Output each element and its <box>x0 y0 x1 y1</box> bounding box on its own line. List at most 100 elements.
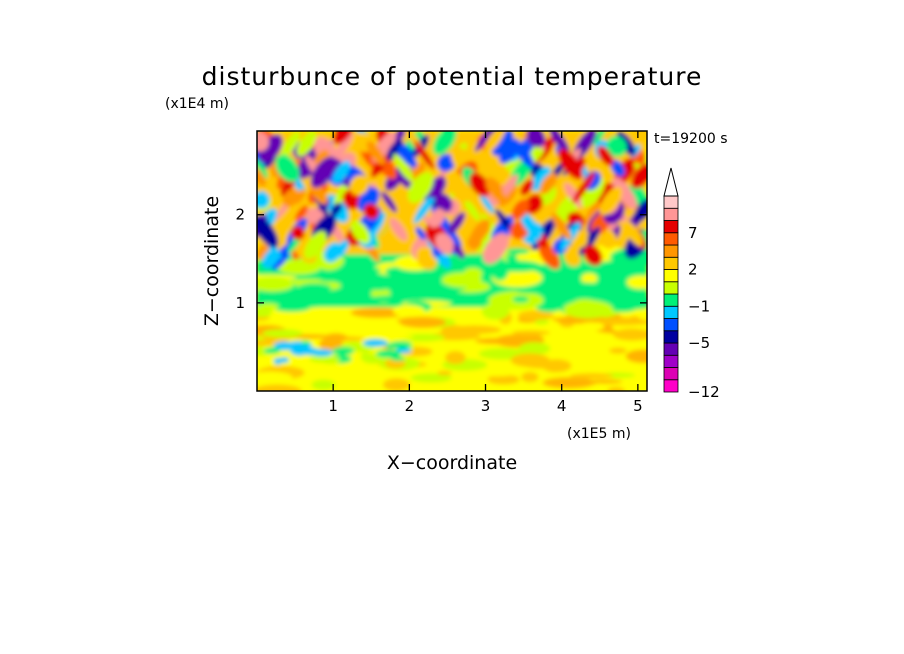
x-unit-label: (x1E5 m) <box>567 426 631 442</box>
field-blob-343 <box>524 194 543 215</box>
field-blob-338 <box>612 177 637 209</box>
y-unit-label: (x1E4 m) <box>165 96 229 112</box>
chart-title: disturbunce of potential temperature <box>202 62 703 91</box>
field-blob-88 <box>257 371 293 384</box>
field-blob-70 <box>474 337 523 345</box>
x-tick-label-4: 5 <box>633 397 643 415</box>
field-blob-65 <box>521 371 539 383</box>
colorbar-swatch-12 <box>663 232 679 246</box>
field-blob-253 <box>437 153 456 172</box>
colorbar-swatch-0 <box>663 379 679 393</box>
field-blob-408 <box>291 226 305 240</box>
plot-frame <box>256 130 648 392</box>
colorbar-label-1: −5 <box>688 334 710 352</box>
field-blob-89 <box>578 322 605 331</box>
field-blob-183 <box>563 300 613 319</box>
field-blob-321 <box>280 131 301 157</box>
x-tick-label-3: 4 <box>557 397 567 415</box>
field-blob-174 <box>556 282 609 294</box>
field-blob-23 <box>589 379 623 384</box>
plot-area <box>257 131 647 391</box>
field-blob-274 <box>375 212 394 236</box>
colorbar-swatch-9 <box>663 269 679 283</box>
field-blob-365 <box>435 233 455 254</box>
field-blob-100 <box>300 347 320 356</box>
field-blob-188 <box>592 131 606 145</box>
colorbar-extend-arrow <box>663 167 679 197</box>
field-blob-323 <box>463 198 481 222</box>
field-blob-359 <box>334 240 349 259</box>
field-blob-402 <box>275 154 300 183</box>
colorbar-label-2: −1 <box>688 297 710 315</box>
field-blob-439 <box>257 165 267 187</box>
field-blob-425 <box>495 209 511 230</box>
colorbar-swatch-6 <box>663 305 679 319</box>
field-blob-351 <box>386 139 404 161</box>
field-blob-140 <box>346 266 382 273</box>
field-blob-442 <box>296 131 317 157</box>
colorbar-label-0: −12 <box>688 383 720 401</box>
field-blob-18 <box>487 374 520 385</box>
field-blob-33 <box>350 307 407 318</box>
field-blob-334 <box>428 208 446 228</box>
field-blob-415 <box>558 148 583 180</box>
field-blob-434 <box>583 245 603 266</box>
field-blob-396 <box>520 179 534 196</box>
field-blob-349 <box>257 158 268 179</box>
field-blob-376 <box>445 170 471 202</box>
field-blob-113 <box>332 346 355 356</box>
field-blob-432 <box>407 171 434 204</box>
field-blob-427 <box>581 177 605 208</box>
field-blob-332 <box>257 152 266 167</box>
field-blob-25 <box>613 342 647 350</box>
x-axis-label: X−coordinate <box>387 452 517 474</box>
colorbar-swatch-14 <box>663 207 679 221</box>
field-blob-400 <box>448 212 466 234</box>
field-blob-440 <box>634 198 647 222</box>
field-blob-371 <box>389 217 408 241</box>
field-blob-403 <box>418 247 432 265</box>
field-blob-184 <box>369 295 411 303</box>
field-blob-84 <box>384 358 406 369</box>
field-blob-61 <box>319 337 342 351</box>
field-blob-390 <box>531 166 551 191</box>
field-blob-252 <box>538 241 561 269</box>
colorbar-swatch-7 <box>663 293 679 307</box>
field-blob-72 <box>544 378 598 388</box>
field-blob-112 <box>347 341 362 346</box>
colorbar-swatch-2 <box>663 354 679 368</box>
field-blob-172 <box>319 275 340 283</box>
field-blob-205 <box>491 131 514 157</box>
field-blob-69 <box>477 369 515 377</box>
field-blob-398 <box>415 226 426 240</box>
field-blob-385 <box>282 189 299 208</box>
field-blob-175 <box>258 303 279 310</box>
y-tick-label-0: 1 <box>235 294 245 312</box>
field-blob-66 <box>551 341 597 347</box>
field-blob-437 <box>262 248 280 269</box>
field-blob-418 <box>453 244 465 259</box>
field-blob-106 <box>320 356 341 364</box>
field-blob-336 <box>413 193 436 224</box>
field-blob-248 <box>610 159 625 177</box>
colorbar-swatch-10 <box>663 256 679 270</box>
field-blob-417 <box>310 156 337 188</box>
field-blob-441 <box>551 212 572 240</box>
field-blob-93 <box>273 341 295 351</box>
field-blob-295 <box>390 131 408 148</box>
field-blob-168 <box>581 273 598 284</box>
field-blob-78 <box>437 370 452 376</box>
field-blob-335 <box>414 140 435 170</box>
field-blob-108 <box>348 344 375 353</box>
field-blob-246 <box>479 194 495 214</box>
field-blob-264 <box>435 193 453 212</box>
field-blob-105 <box>390 356 405 361</box>
field-blob-60 <box>576 365 619 374</box>
field-blob-166 <box>297 282 332 293</box>
field-blob-409 <box>363 203 379 220</box>
field-blob-85 <box>257 384 302 391</box>
field-blob-86 <box>541 359 572 373</box>
x-tick-label-0: 1 <box>328 397 338 415</box>
field-blob-169 <box>492 260 542 273</box>
